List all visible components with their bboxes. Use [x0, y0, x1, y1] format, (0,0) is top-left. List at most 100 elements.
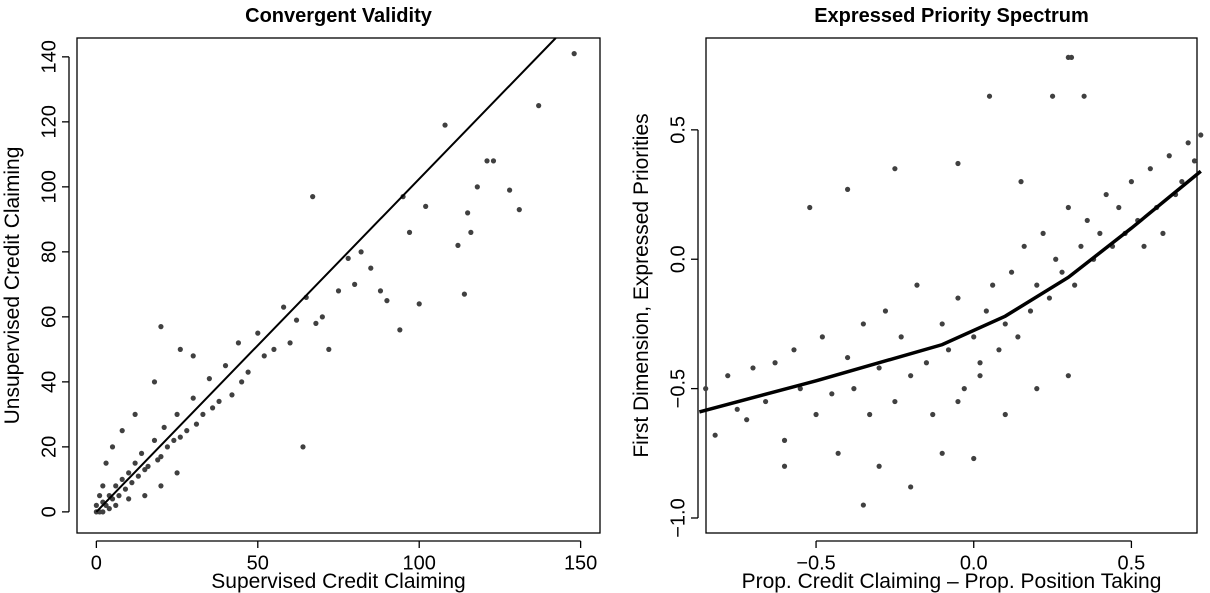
- point: [1049, 93, 1056, 99]
- point: [271, 346, 277, 352]
- point: [158, 324, 164, 330]
- point: [129, 480, 135, 486]
- point: [209, 405, 216, 411]
- y-tick-label: 80: [38, 241, 60, 263]
- point: [876, 365, 882, 371]
- point: [750, 365, 756, 371]
- y-tick-label: 100: [38, 170, 60, 203]
- point: [844, 354, 851, 361]
- point: [326, 346, 332, 352]
- point: [945, 347, 952, 353]
- x-tick-label: 0: [91, 552, 102, 574]
- point: [1002, 411, 1008, 418]
- point: [484, 158, 490, 164]
- point: [1084, 217, 1090, 224]
- point: [977, 360, 983, 366]
- point: [892, 166, 898, 172]
- point: [1053, 256, 1059, 262]
- point: [939, 450, 945, 456]
- point: [368, 265, 374, 271]
- point: [983, 308, 989, 314]
- point: [955, 398, 961, 405]
- point: [177, 434, 183, 440]
- point: [829, 391, 835, 397]
- point: [397, 327, 403, 333]
- point: [939, 321, 945, 327]
- point: [791, 347, 797, 353]
- point: [151, 437, 158, 443]
- point: [174, 411, 180, 417]
- point: [377, 288, 384, 294]
- point: [763, 398, 769, 405]
- point: [352, 281, 358, 287]
- point: [860, 502, 866, 508]
- point: [255, 330, 261, 336]
- point: [1097, 230, 1103, 236]
- point: [171, 437, 177, 443]
- point: [313, 320, 319, 326]
- point: [1046, 295, 1053, 301]
- point: [93, 502, 99, 508]
- point: [119, 476, 125, 482]
- point: [200, 411, 206, 417]
- point: [797, 386, 803, 392]
- point: [109, 444, 116, 450]
- point: [406, 229, 413, 235]
- point: [1034, 386, 1040, 392]
- point: [908, 484, 914, 490]
- point: [310, 194, 316, 200]
- chart-title: Convergent Validity: [245, 5, 433, 27]
- point: [1128, 179, 1135, 185]
- y-axis-title: First Dimension, Expressed Priorities: [630, 113, 653, 457]
- point: [490, 158, 497, 164]
- point: [835, 450, 841, 456]
- point: [930, 411, 936, 418]
- point: [781, 437, 788, 443]
- point: [455, 242, 461, 248]
- point: [126, 470, 132, 476]
- point: [898, 334, 904, 340]
- point: [860, 321, 866, 327]
- point: [1065, 204, 1071, 211]
- point: [516, 207, 522, 213]
- point: [474, 184, 480, 190]
- x-tick-label: 150: [564, 552, 597, 574]
- point: [190, 353, 196, 359]
- point: [971, 455, 977, 462]
- point: [190, 395, 196, 401]
- point: [184, 428, 190, 434]
- point: [161, 424, 167, 430]
- point: [293, 317, 300, 323]
- point: [122, 486, 129, 492]
- point: [996, 347, 1002, 353]
- point: [319, 314, 325, 320]
- plot-frame: [705, 37, 1198, 534]
- point: [113, 502, 119, 508]
- y-axis-title: Unsupervised Credit Claiming: [1, 147, 24, 425]
- point: [734, 406, 740, 412]
- y-tick-label: 20: [38, 436, 60, 458]
- point: [239, 379, 245, 385]
- point: [1141, 243, 1147, 249]
- point: [384, 298, 390, 304]
- point: [971, 334, 977, 340]
- point: [955, 160, 961, 167]
- y-tick-label: 140: [38, 40, 60, 73]
- point: [1068, 54, 1075, 61]
- point: [138, 450, 145, 456]
- point: [358, 249, 364, 255]
- point: [1059, 269, 1065, 275]
- point: [1198, 132, 1204, 138]
- point: [1116, 204, 1122, 211]
- point: [142, 493, 148, 499]
- point: [100, 483, 106, 489]
- plot-frame: [76, 37, 601, 534]
- point: [1103, 191, 1109, 198]
- point: [1018, 179, 1024, 185]
- point: [844, 186, 851, 192]
- point: [1040, 230, 1046, 236]
- point: [1008, 269, 1015, 275]
- point: [807, 204, 813, 211]
- point: [819, 334, 825, 340]
